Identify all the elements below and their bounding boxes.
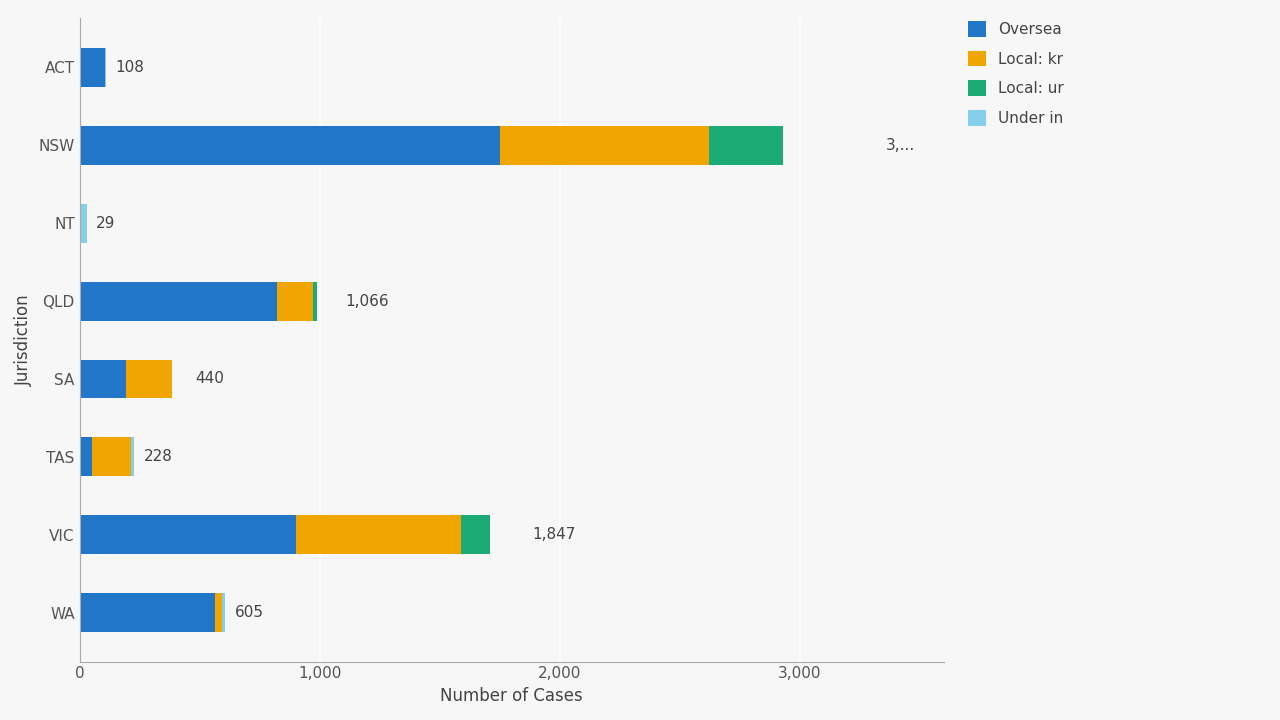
Bar: [79, 125, 499, 165]
Bar: [79, 593, 215, 632]
Bar: [92, 438, 132, 477]
Bar: [499, 125, 709, 165]
Text: 228: 228: [145, 449, 173, 464]
Legend: Oversea, Local: kr, Local: ur, Under in: Oversea, Local: kr, Local: ur, Under in: [960, 13, 1071, 134]
Bar: [215, 593, 221, 632]
Text: 1,847: 1,847: [532, 528, 576, 542]
X-axis label: Number of Cases: Number of Cases: [440, 687, 584, 705]
Text: 3,...: 3,...: [886, 138, 915, 153]
Y-axis label: Jurisdiction: Jurisdiction: [15, 294, 33, 386]
Bar: [276, 282, 312, 320]
Bar: [79, 204, 87, 243]
Bar: [132, 438, 134, 477]
Bar: [461, 516, 490, 554]
Bar: [79, 516, 296, 554]
Bar: [79, 359, 127, 398]
Text: 605: 605: [234, 606, 264, 621]
Text: 29: 29: [96, 215, 115, 230]
Bar: [312, 282, 317, 320]
Text: 440: 440: [195, 372, 224, 387]
Bar: [221, 593, 225, 632]
Bar: [79, 48, 105, 86]
Text: 1,066: 1,066: [346, 294, 389, 309]
Bar: [127, 359, 172, 398]
Bar: [79, 438, 92, 477]
Text: 108: 108: [115, 60, 145, 75]
Bar: [79, 282, 276, 320]
Bar: [709, 125, 783, 165]
Bar: [296, 516, 461, 554]
